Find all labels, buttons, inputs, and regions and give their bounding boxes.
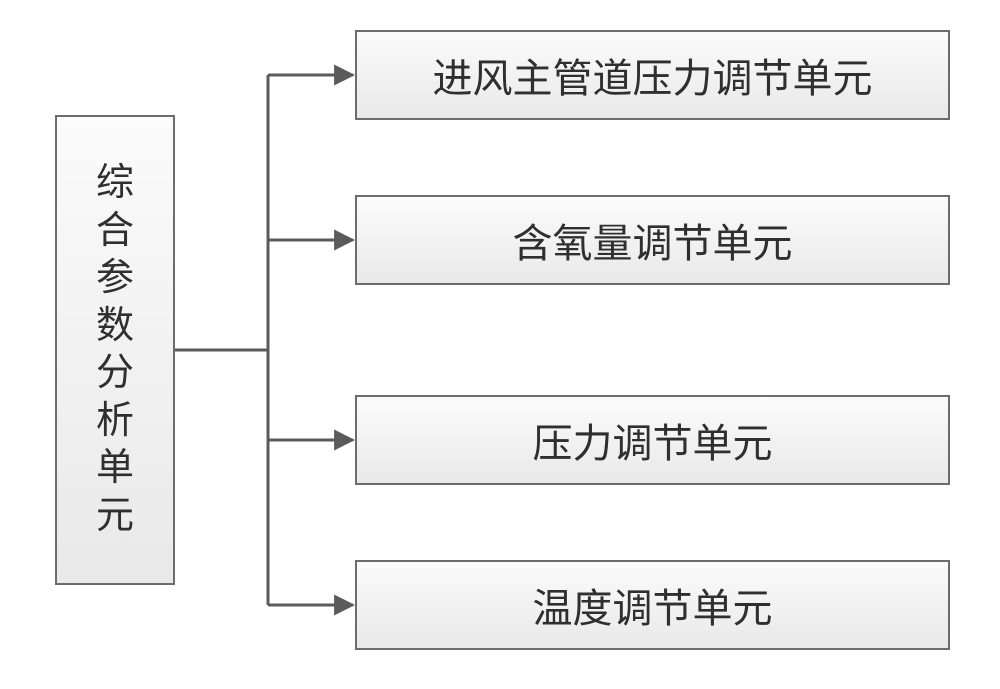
source-node-char: 单 [96, 445, 134, 493]
target-node-0: 进风主管道压力调节单元 [355, 30, 950, 120]
source-node-char: 参 [96, 255, 134, 303]
target-node-3: 温度调节单元 [355, 560, 950, 650]
source-node-char: 数 [96, 303, 134, 351]
source-node-char: 分 [96, 350, 134, 398]
diagram-canvas: 综合参数分析单元 进风主管道压力调节单元含氧量调节单元压力调节单元温度调节单元 [0, 0, 1000, 689]
target-node-1: 含氧量调节单元 [355, 195, 950, 285]
target-node-label: 温度调节单元 [533, 576, 773, 634]
source-node-char: 析 [96, 398, 134, 446]
target-node-label: 含氧量调节单元 [513, 211, 793, 269]
target-node-label: 进风主管道压力调节单元 [433, 46, 873, 104]
source-node-char: 合 [96, 208, 134, 256]
target-node-label: 压力调节单元 [533, 411, 773, 469]
source-node-char: 综 [96, 160, 134, 208]
target-node-2: 压力调节单元 [355, 395, 950, 485]
source-node: 综合参数分析单元 [55, 115, 175, 585]
source-node-char: 元 [96, 493, 134, 541]
